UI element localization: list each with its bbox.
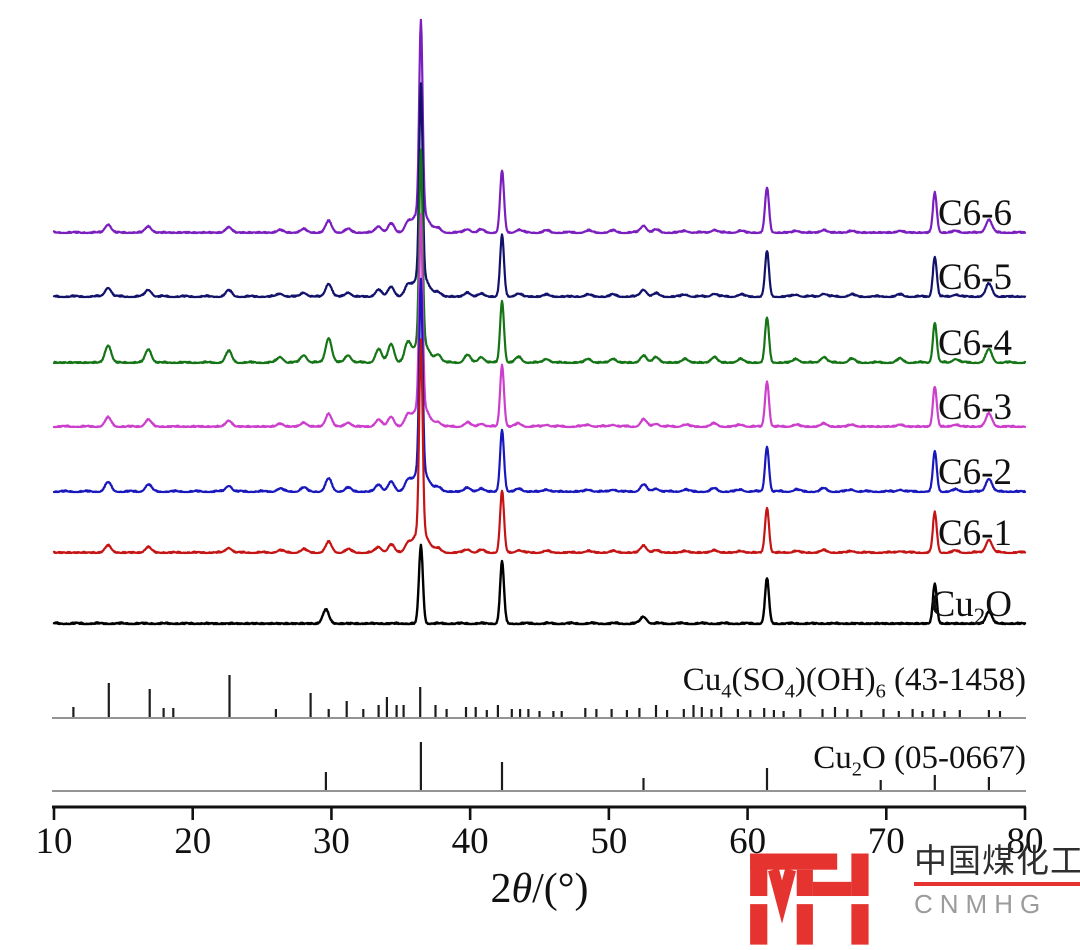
cu2o-ref-sticks	[324, 742, 991, 790]
trace-label-c6-1: C6-1	[938, 513, 1012, 554]
trace-c6-2	[52, 277, 1027, 494]
cu2o-ref-label: Cu2O (05-0667)	[813, 740, 1026, 780]
x-tick-label-40: 40	[452, 821, 489, 862]
x-tick-label-30: 30	[313, 821, 350, 862]
trace-label-c6-3: C6-3	[938, 387, 1012, 428]
x-tick-label-10: 10	[36, 821, 73, 862]
trace-c6-3	[52, 213, 1027, 429]
x-tick-label-50: 50	[590, 821, 627, 862]
trace-c6-6	[52, 18, 1027, 235]
trace-cu2o	[52, 543, 1027, 626]
x-axis-title: 2θ/(°)	[490, 866, 588, 912]
watermark-latin-text: CNMHG	[914, 889, 1048, 919]
watermark: 中国煤化工 CNMHG	[740, 843, 1080, 945]
brochantite-ref-sticks	[72, 675, 1002, 717]
trace-label-c6-2: C6-2	[938, 452, 1012, 493]
brochantite-ref-label: Cu4(SO4)(OH)6 (43-1458)	[683, 662, 1026, 702]
x-tick-label-20: 20	[174, 821, 211, 862]
trace-label-cu2o: Cu2O	[931, 584, 1012, 629]
trace-c6-5	[52, 82, 1027, 299]
x-tick-label-80: 80	[1007, 821, 1044, 862]
cnmhg-logo-icon	[750, 853, 869, 945]
trace-label-c6-4: C6-4	[938, 323, 1012, 364]
trace-c6-4	[52, 148, 1027, 365]
x-tick-label-70: 70	[868, 821, 905, 862]
trace-c6-1	[52, 338, 1027, 555]
trace-label-c6-6: C6-6	[938, 193, 1012, 234]
watermark-underline	[914, 882, 1080, 886]
trace-label-c6-5: C6-5	[938, 257, 1012, 298]
watermark-chinese-text: 中国煤化工	[914, 842, 1080, 879]
